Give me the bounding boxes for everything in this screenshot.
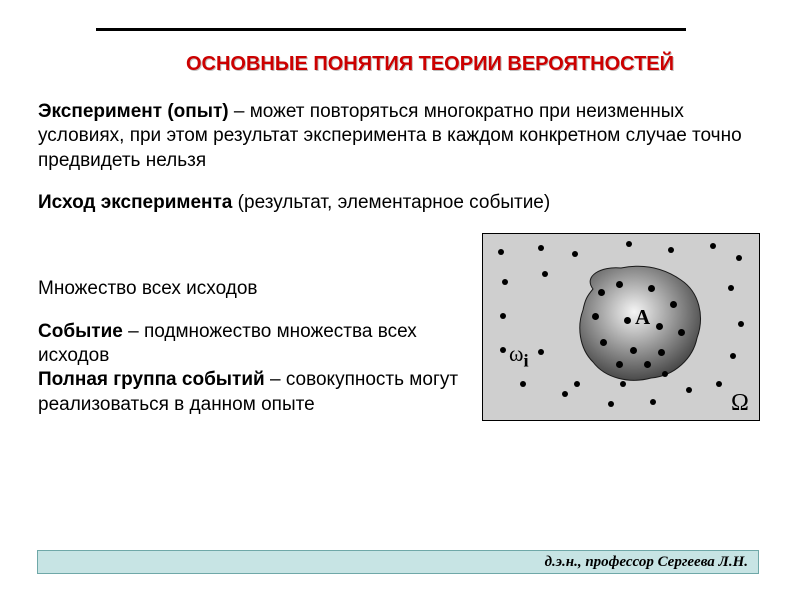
top-rule <box>96 28 686 31</box>
para-full-group: Полная группа событий – совокупность мог… <box>38 368 460 417</box>
footer-text: д.э.н., профессор Сергеева Л.Н. <box>545 554 748 571</box>
footer-bar: д.э.н., профессор Сергеева Л.Н. <box>37 550 759 574</box>
blob-svg <box>483 234 760 421</box>
term-experiment: Эксперимент (опыт) <box>38 101 229 122</box>
para-experiment: Эксперимент (опыт) – может повторяться м… <box>38 100 760 173</box>
sample-space-diagram: A ωi Ω <box>482 233 760 421</box>
label-A: A <box>635 304 650 331</box>
term-full-group: Полная группа событий <box>38 369 265 390</box>
term-event: Событие <box>38 321 123 342</box>
omega-char: ω <box>509 341 523 366</box>
para-outcome: Исход эксперимента (результат, элементар… <box>38 191 760 215</box>
diagram-column: A ωi Ω <box>482 233 760 421</box>
omega-sub: i <box>523 351 528 371</box>
label-Omega: Ω <box>731 388 749 419</box>
text-outcome: (результат, элементарное событие) <box>232 192 550 213</box>
label-omega-i: ωi <box>509 340 529 373</box>
row-content: Множество всех исходов Событие – подмнож… <box>38 233 760 421</box>
body: Эксперимент (опыт) – может повторяться м… <box>38 100 760 421</box>
para-sample-space: Множество всех исходов <box>38 277 460 301</box>
term-outcome: Исход эксперимента <box>38 192 232 213</box>
left-column: Множество всех исходов Событие – подмнож… <box>38 233 460 417</box>
para-event: Событие – подмножество множества всех ис… <box>38 320 460 369</box>
slide-title: ОСНОВНЫЕ ПОНЯТИЯ ТЕОРИИ ВЕРОЯТНОСТЕЙ <box>0 53 800 76</box>
